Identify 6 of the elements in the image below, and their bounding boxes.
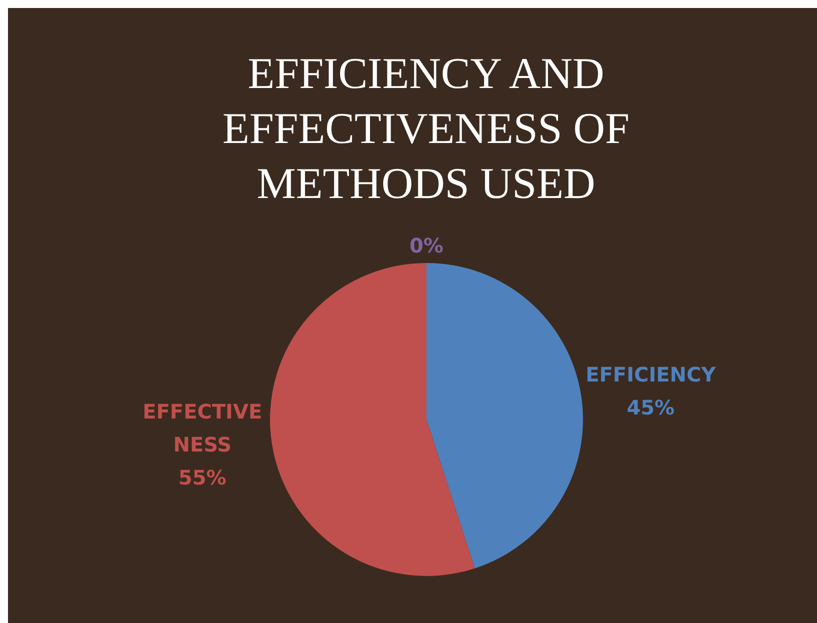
data-label: 45% [626,395,675,420]
slice-label: EFFICIENCY [586,362,716,386]
chart-title: EFFICIENCY AND EFFECTIVENESS OF METHODS USED [221,48,631,210]
text: 0% [410,234,444,258]
slice-label: EFFECTIVE NESS [142,400,262,457]
data-label: 55% [178,466,226,490]
